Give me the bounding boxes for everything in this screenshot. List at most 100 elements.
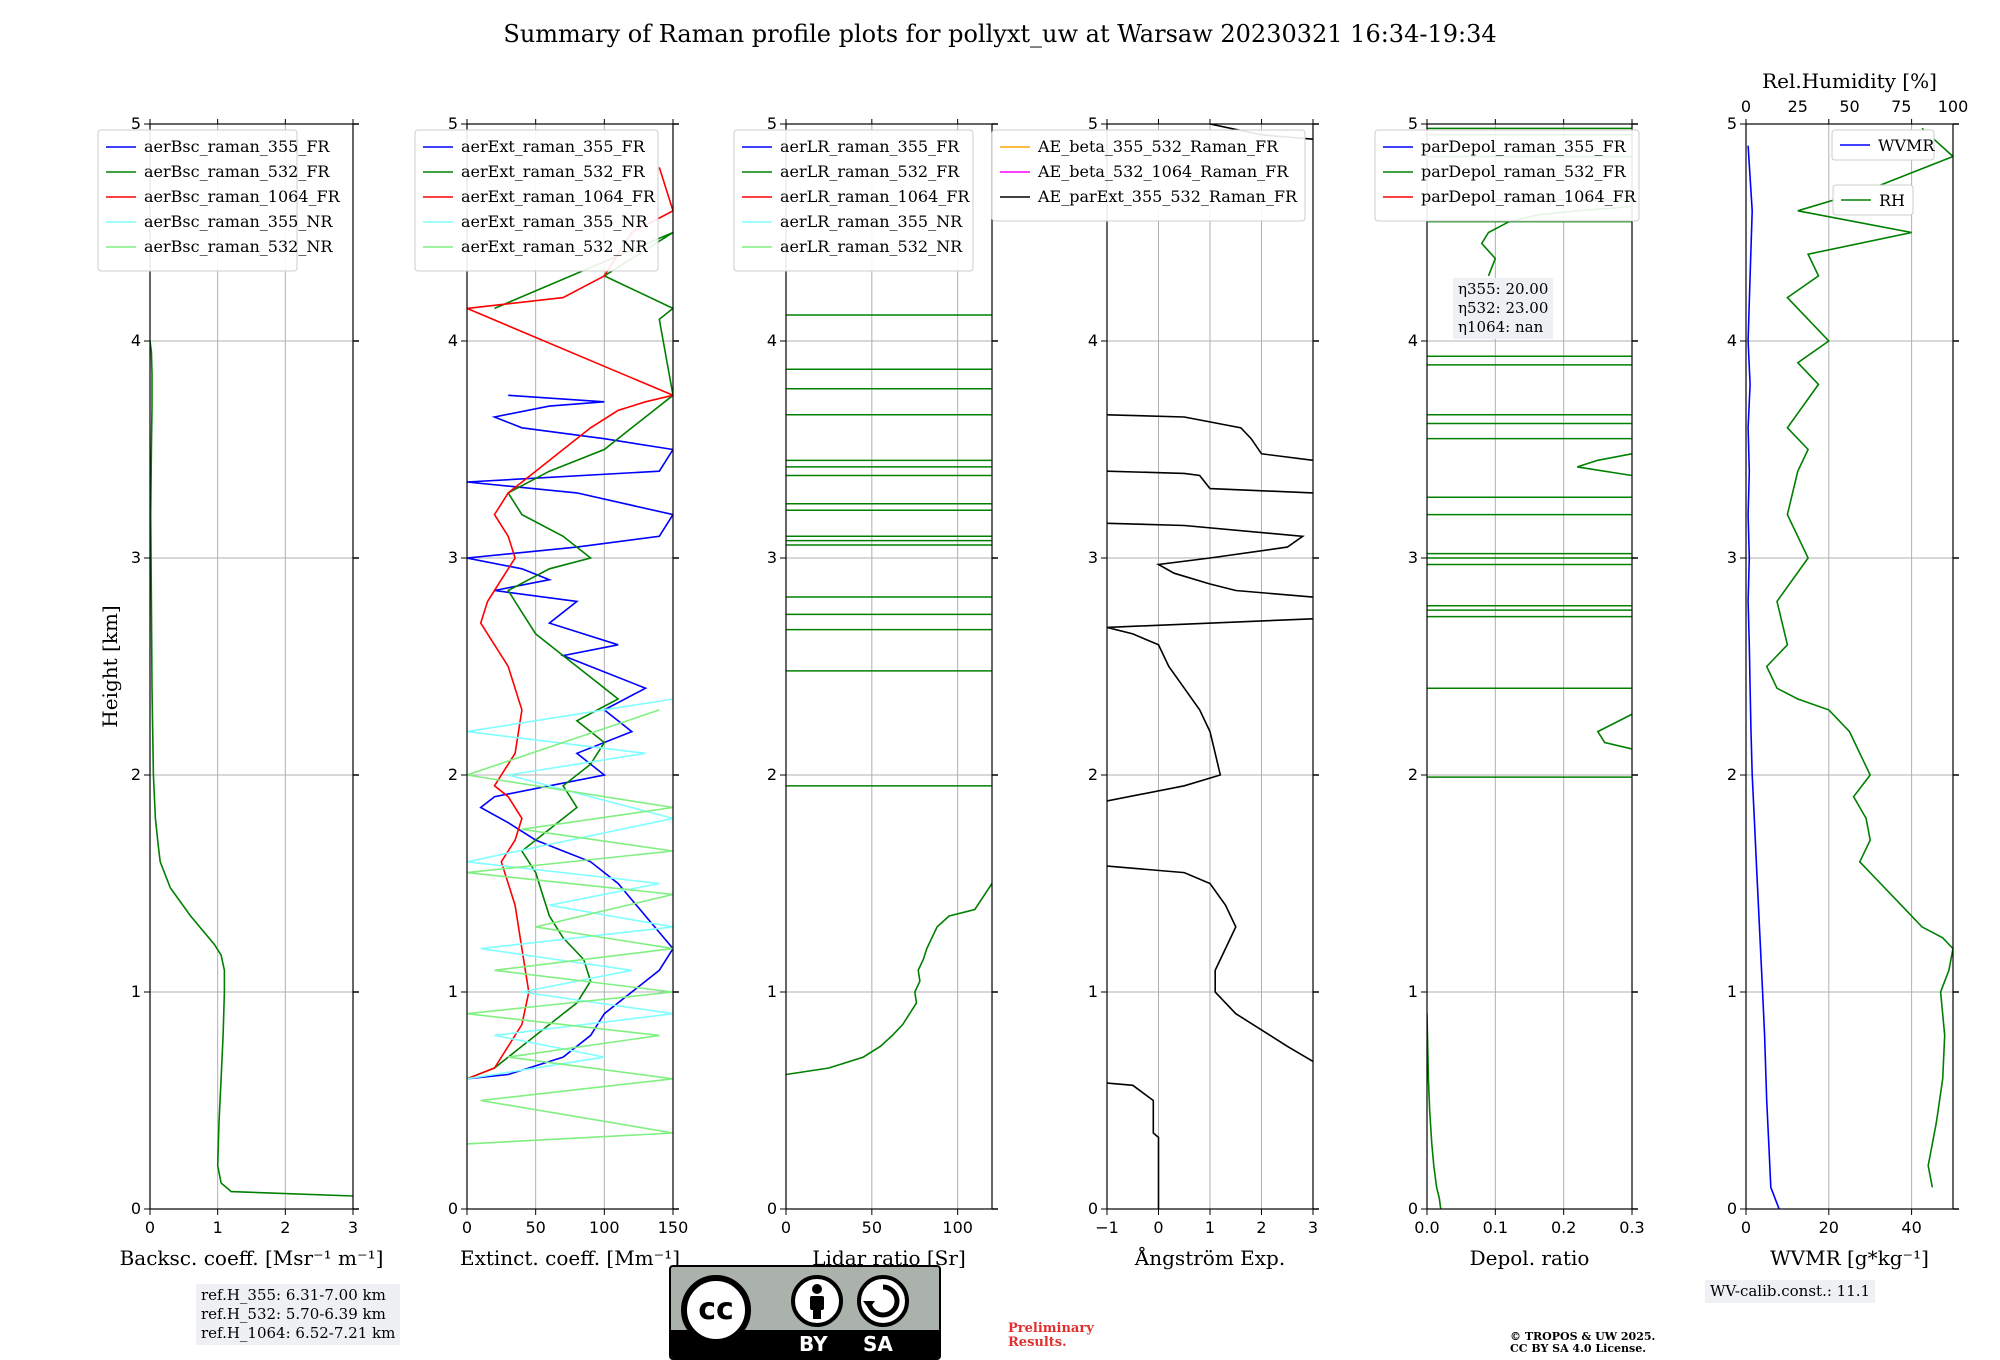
legend-label: RH bbox=[1879, 191, 1905, 210]
series-ae-parext-355-532-raman-fr bbox=[1107, 1082, 1160, 1209]
panel-data bbox=[150, 340, 353, 1197]
cc-license-badge: cc BY SA bbox=[669, 1265, 941, 1360]
preliminary-note: Preliminary Results. bbox=[1008, 1322, 1118, 1350]
legend-label: aerExt_raman_355_FR bbox=[461, 137, 646, 156]
panel-frame bbox=[1426, 123, 1633, 1210]
y-tick-label: 3 bbox=[767, 548, 777, 567]
y-tick-label: 1 bbox=[448, 982, 458, 1001]
x-tick-label: 100 bbox=[589, 1218, 620, 1237]
legend-label: AE_parExt_355_532_Raman_FR bbox=[1037, 187, 1298, 206]
x-axis-label: Backsc. coeff. [Msr⁻¹ m⁻¹] bbox=[120, 1246, 384, 1270]
y-tick-label: 2 bbox=[131, 765, 141, 784]
panel-ext: 0 50 100 150 0 1 2 3 4 5 Extinct. coeff. [Mm⁻¹] aer… bbox=[414, 114, 689, 1270]
series-aerlr-raman-532-fr bbox=[786, 883, 992, 1076]
y-tick-label: 5 bbox=[767, 114, 777, 133]
legend-box bbox=[97, 129, 298, 272]
series-aerbsc-raman-532-fr bbox=[150, 340, 353, 1197]
sa-label: SA bbox=[863, 1332, 893, 1356]
x-tick-label: 0.2 bbox=[1551, 1218, 1576, 1237]
y-tick-label: 1 bbox=[767, 982, 777, 1001]
y-tick-label: 1 bbox=[1088, 982, 1098, 1001]
y-tick-label: 2 bbox=[767, 765, 777, 784]
series-pardepol-raman-532-fr bbox=[1577, 453, 1632, 477]
ref-height-1064: ref.H_1064: 6.52-7.21 km bbox=[201, 1324, 396, 1342]
y-tick-label: 2 bbox=[1088, 765, 1098, 784]
preliminary-line-2: Results. bbox=[1008, 1335, 1067, 1350]
series-ae-parext-355-532-raman-fr bbox=[1107, 865, 1313, 1063]
legend-box bbox=[1831, 129, 1935, 161]
x-tick-label: 0 bbox=[1741, 1218, 1751, 1237]
y-tick-label: 3 bbox=[1088, 548, 1098, 567]
y-tick-label: 5 bbox=[448, 114, 458, 133]
y-tick-label: 4 bbox=[767, 331, 777, 350]
panel-depol: 0.0 0.1 0.2 0.3 0 1 2 3 4 5 Depol. ratio parDepol_r… bbox=[1374, 114, 1645, 1270]
legend-box bbox=[1374, 129, 1640, 222]
legend-label: aerExt_raman_355_NR bbox=[461, 212, 649, 231]
series-aerext-raman-355-fr bbox=[467, 394, 673, 1080]
x-tick-label: 100 bbox=[942, 1218, 973, 1237]
series-ae-parext-355-532-raman-fr bbox=[1107, 470, 1313, 494]
copyright-note: © TROPOS & UW 2025. CC BY SA 4.0 License… bbox=[1510, 1331, 1710, 1355]
eta-532: η532: 23.00 bbox=[1458, 299, 1549, 317]
panel-data bbox=[467, 167, 673, 1145]
legend-box bbox=[733, 129, 974, 272]
eta-355: η355: 20.00 bbox=[1458, 280, 1549, 298]
legend-label: aerExt_raman_532_FR bbox=[461, 162, 646, 181]
x-tick-label: 0.0 bbox=[1414, 1218, 1439, 1237]
x-tick-label: −1 bbox=[1095, 1218, 1119, 1237]
x-tick-label: 20 bbox=[1819, 1218, 1839, 1237]
x-tick-label: 2 bbox=[1256, 1218, 1266, 1237]
x-tick-label: 1 bbox=[213, 1218, 223, 1237]
y-tick-label: 4 bbox=[1727, 331, 1737, 350]
panel-data bbox=[1747, 127, 1953, 1209]
x-tick-label: 50 bbox=[862, 1218, 882, 1237]
x-tick-label: 50 bbox=[525, 1218, 545, 1237]
x2-tick-label: 0 bbox=[1741, 97, 1751, 116]
x-tick-label: 3 bbox=[1308, 1218, 1318, 1237]
series-aerext-raman-1064-fr bbox=[467, 167, 673, 1080]
series-aerext-raman-532-nr bbox=[467, 709, 673, 1145]
x2-axis-label: Rel.Humidity [%] bbox=[1762, 69, 1937, 93]
x-tick-label: 0 bbox=[781, 1218, 791, 1237]
legend-label: aerExt_raman_1064_FR bbox=[461, 187, 656, 206]
x-tick-label: 150 bbox=[658, 1218, 689, 1237]
y-tick-label: 0 bbox=[448, 1199, 458, 1218]
legend-label: parDepol_raman_1064_FR bbox=[1421, 187, 1637, 206]
legend-label: parDepol_raman_355_FR bbox=[1421, 137, 1627, 156]
series-rh bbox=[1765, 127, 1953, 1188]
ref-height-532: ref.H_532: 5.70-6.39 km bbox=[201, 1305, 386, 1323]
legend-label: AE_beta_532_1064_Raman_FR bbox=[1037, 162, 1289, 181]
panel-frame bbox=[785, 123, 993, 1210]
legend-label: aerLR_raman_532_FR bbox=[780, 162, 960, 181]
y-tick-label: 5 bbox=[131, 114, 141, 133]
y-tick-label: 4 bbox=[131, 331, 141, 350]
legend-label: aerBsc_raman_532_NR bbox=[144, 237, 333, 256]
x-tick-label: 0 bbox=[145, 1218, 155, 1237]
copyright-line-2: CC BY SA 4.0 License. bbox=[1510, 1342, 1647, 1355]
legend-label: aerLR_raman_355_FR bbox=[780, 137, 960, 156]
y-tick-label: 3 bbox=[1408, 548, 1418, 567]
series-pardepol-raman-532-fr bbox=[1596, 713, 1632, 750]
wv-calib-box: WV-calib.const.: 11.1 bbox=[1705, 1280, 1876, 1303]
y-tick-label: 4 bbox=[448, 331, 458, 350]
by-label: BY bbox=[799, 1332, 828, 1356]
wv-calib-const: WV-calib.const.: 11.1 bbox=[1710, 1282, 1871, 1300]
panel-bsc: 0 1 2 3 0 1 2 3 4 5 Backsc. coeff. [Msr⁻¹ m⁻¹] aerB… bbox=[97, 114, 384, 1270]
legend-box bbox=[1832, 184, 1914, 216]
panel-frame bbox=[466, 123, 674, 1210]
y-tick-label: 0 bbox=[1727, 1199, 1737, 1218]
x-axis-label: Extinct. coeff. [Mm⁻¹] bbox=[460, 1246, 680, 1270]
y-tick-label: 2 bbox=[1408, 765, 1418, 784]
series-aerext-raman-532-fr bbox=[467, 231, 673, 1080]
y-tick-label: 5 bbox=[1727, 114, 1737, 133]
legend-label: aerLR_raman_355_NR bbox=[780, 212, 963, 231]
series-aerext-raman-355-nr bbox=[467, 698, 673, 1080]
y-tick-label: 2 bbox=[448, 765, 458, 784]
x-tick-label: 0 bbox=[462, 1218, 472, 1237]
y-tick-label: 0 bbox=[131, 1199, 141, 1218]
x2-tick-label: 100 bbox=[1938, 97, 1969, 116]
chart-title: Summary of Raman profile plots for polly… bbox=[503, 20, 1497, 48]
